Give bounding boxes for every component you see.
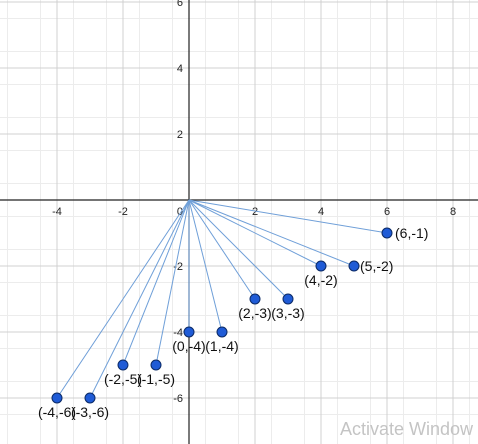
data-point bbox=[84, 392, 96, 404]
point-label: (-3,-6) bbox=[71, 404, 109, 420]
y-tick-label: -2 bbox=[173, 261, 183, 273]
point-label: (-1,-5) bbox=[137, 371, 175, 387]
y-tick-label: -6 bbox=[173, 393, 183, 405]
data-point bbox=[249, 293, 261, 305]
data-point bbox=[381, 227, 393, 239]
point-label: (0,-4) bbox=[172, 338, 205, 354]
point-label: (-4,-6) bbox=[38, 404, 76, 420]
origin-segment bbox=[56, 199, 190, 399]
data-point bbox=[183, 326, 195, 338]
origin-label: 0 bbox=[177, 206, 183, 218]
point-label: (4,-2) bbox=[304, 272, 337, 288]
origin-segment bbox=[155, 199, 190, 366]
data-point bbox=[216, 326, 228, 338]
data-point bbox=[282, 293, 294, 305]
origin-segment bbox=[188, 199, 256, 300]
origin-segment bbox=[188, 199, 355, 267]
origin-segment bbox=[122, 199, 190, 366]
point-label: (6,-1) bbox=[395, 225, 428, 241]
origin-segment bbox=[188, 199, 322, 267]
data-point bbox=[117, 359, 129, 371]
point-label: (1,-4) bbox=[205, 338, 238, 354]
data-point bbox=[150, 359, 162, 371]
x-tick-label: 4 bbox=[318, 206, 324, 218]
data-point bbox=[348, 260, 360, 272]
point-label: (5,-2) bbox=[360, 258, 393, 274]
x-tick-label: -2 bbox=[118, 206, 128, 218]
origin-segment bbox=[89, 199, 190, 399]
x-tick-label: 8 bbox=[450, 206, 456, 218]
point-label: (-2,-5) bbox=[104, 371, 142, 387]
x-tick-label: 6 bbox=[384, 206, 390, 218]
x-tick-label: -4 bbox=[52, 206, 62, 218]
origin-segment bbox=[188, 199, 388, 234]
y-tick-label: -4 bbox=[173, 327, 183, 339]
point-label: (2,-3) bbox=[238, 305, 271, 321]
point-label: (3,-3) bbox=[271, 305, 304, 321]
data-point bbox=[51, 392, 63, 404]
data-point bbox=[315, 260, 327, 272]
origin-segment bbox=[188, 199, 223, 333]
origin-segment bbox=[188, 199, 289, 300]
x-tick-label: 2 bbox=[252, 206, 258, 218]
y-tick-label: 2 bbox=[177, 129, 183, 141]
y-tick-label: 6 bbox=[177, 0, 183, 9]
activate-windows-watermark: Activate Window bbox=[340, 419, 474, 439]
y-tick-label: 4 bbox=[177, 63, 183, 75]
